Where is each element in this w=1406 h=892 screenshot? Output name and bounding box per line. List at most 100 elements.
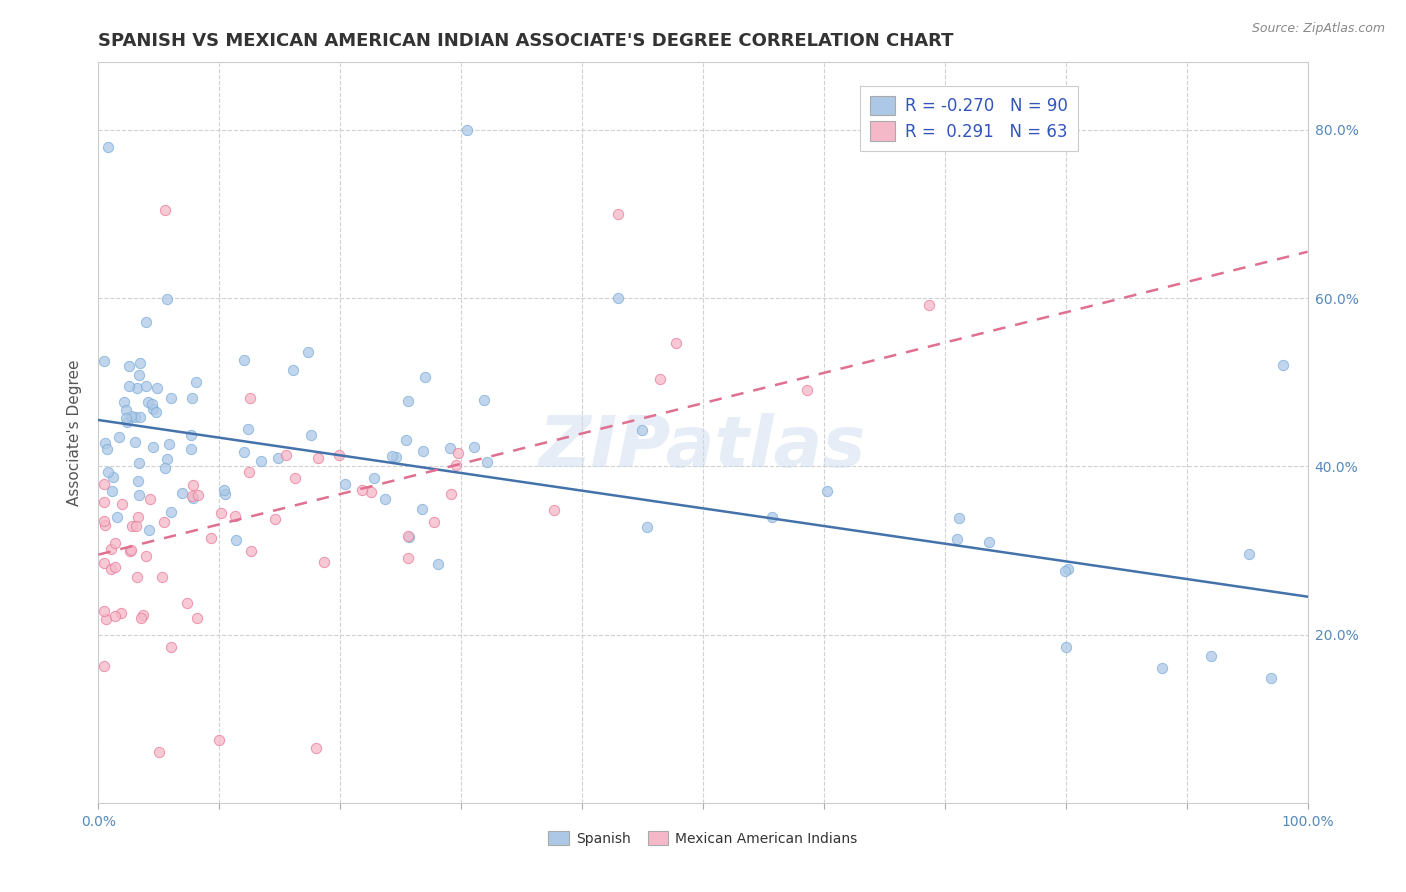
Point xyxy=(181,489,204,503)
Point xyxy=(93,495,115,509)
Point xyxy=(124,409,146,424)
Point xyxy=(127,381,149,395)
Point xyxy=(127,510,149,524)
Point xyxy=(305,741,328,756)
Point xyxy=(105,509,128,524)
Point xyxy=(176,596,198,610)
Point xyxy=(411,501,433,516)
Point xyxy=(93,556,115,570)
Point xyxy=(156,292,179,306)
Point xyxy=(152,570,174,584)
Point xyxy=(427,558,450,572)
Legend: Spanish, Mexican American Indians: Spanish, Mexican American Indians xyxy=(543,825,863,851)
Point xyxy=(115,411,138,425)
Point xyxy=(422,515,444,529)
Point xyxy=(250,453,273,467)
Point xyxy=(120,543,142,558)
Point xyxy=(665,335,688,350)
Point xyxy=(396,394,419,409)
Point xyxy=(350,483,373,498)
Point xyxy=(93,476,115,491)
Point xyxy=(284,471,307,485)
Point xyxy=(112,395,135,409)
Point xyxy=(413,369,436,384)
Point xyxy=(239,544,262,558)
Point xyxy=(124,435,146,450)
Point xyxy=(444,458,467,472)
Point xyxy=(815,483,838,498)
Point xyxy=(128,356,150,370)
Point xyxy=(233,445,256,459)
Point xyxy=(636,520,658,534)
Point xyxy=(918,298,941,312)
Point xyxy=(101,470,124,484)
Point xyxy=(111,497,134,511)
Point xyxy=(607,207,630,221)
Point xyxy=(209,506,232,520)
Point xyxy=(299,427,322,442)
Point xyxy=(796,383,818,397)
Point xyxy=(946,532,969,546)
Point xyxy=(1054,564,1077,578)
Point xyxy=(115,416,138,430)
Point xyxy=(127,474,149,488)
Point xyxy=(139,491,162,506)
Point xyxy=(374,491,396,506)
Point xyxy=(93,354,115,368)
Point xyxy=(118,359,141,374)
Point xyxy=(97,139,120,153)
Point xyxy=(135,549,157,563)
Point xyxy=(1272,359,1295,373)
Point xyxy=(121,519,143,533)
Point xyxy=(160,640,183,655)
Point xyxy=(208,732,231,747)
Point xyxy=(396,551,419,566)
Point xyxy=(183,478,205,492)
Point xyxy=(607,291,630,305)
Point xyxy=(108,430,131,444)
Point xyxy=(363,471,385,485)
Point xyxy=(977,534,1000,549)
Point xyxy=(155,461,177,475)
Text: Source: ZipAtlas.com: Source: ZipAtlas.com xyxy=(1251,22,1385,36)
Point xyxy=(648,372,671,386)
Point xyxy=(439,442,461,456)
Point xyxy=(472,392,495,407)
Point xyxy=(233,353,256,368)
Point xyxy=(114,403,136,417)
Point xyxy=(456,122,478,136)
Point xyxy=(225,533,247,547)
Point xyxy=(181,391,204,405)
Point xyxy=(159,505,181,519)
Point xyxy=(131,608,153,623)
Point xyxy=(100,542,122,557)
Point xyxy=(156,451,179,466)
Point xyxy=(1260,671,1282,685)
Point xyxy=(153,515,176,529)
Point xyxy=(138,523,160,537)
Point xyxy=(128,488,150,502)
Point xyxy=(396,529,419,543)
Point xyxy=(761,510,783,524)
Point xyxy=(129,610,152,624)
Text: ZIPatlas: ZIPatlas xyxy=(540,413,866,482)
Point xyxy=(412,443,434,458)
Point xyxy=(157,437,180,451)
Point xyxy=(180,427,202,442)
Point xyxy=(94,435,117,450)
Point xyxy=(1152,661,1174,675)
Point xyxy=(1057,562,1080,576)
Point xyxy=(145,381,167,395)
Point xyxy=(395,433,418,447)
Point xyxy=(447,445,470,459)
Point xyxy=(239,392,262,406)
Point xyxy=(463,440,485,454)
Point xyxy=(180,442,202,457)
Point xyxy=(948,511,970,525)
Point xyxy=(214,487,236,501)
Point xyxy=(136,395,159,409)
Point xyxy=(264,512,287,526)
Point xyxy=(100,562,122,576)
Point xyxy=(110,606,132,620)
Point xyxy=(186,610,208,624)
